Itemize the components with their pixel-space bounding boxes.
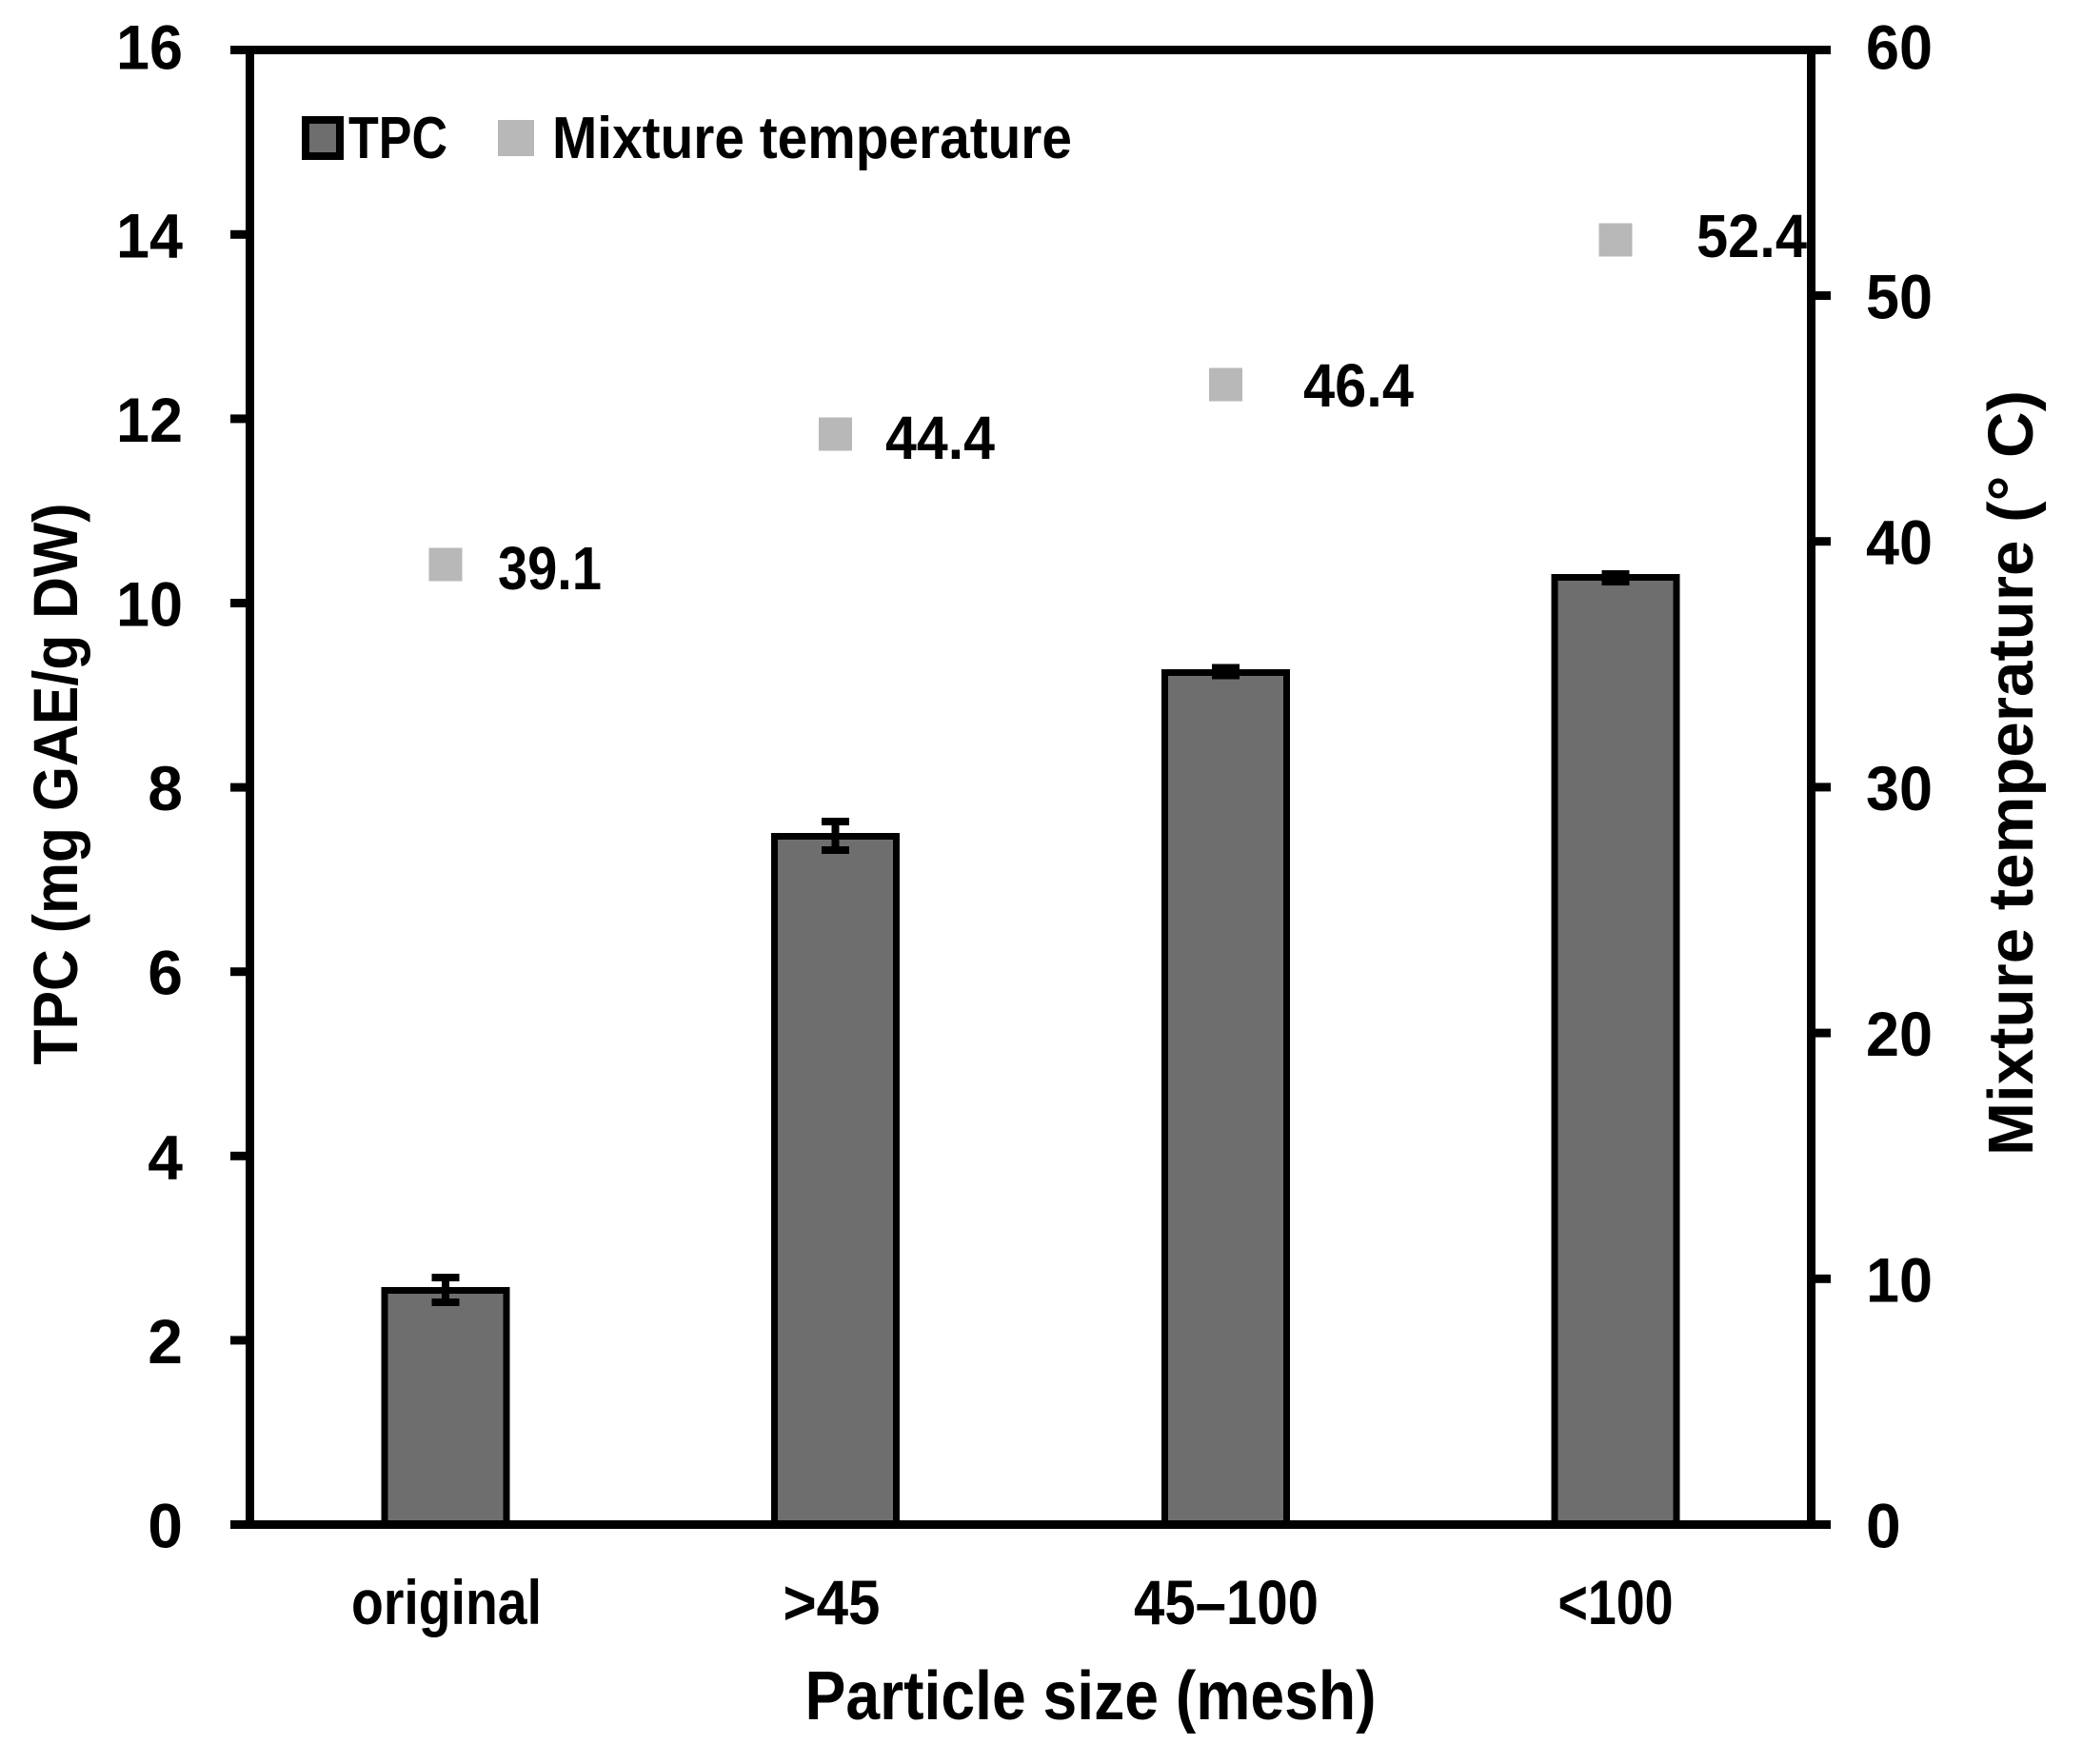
svg-text:39.1: 39.1: [498, 534, 602, 603]
svg-text:40: 40: [1866, 507, 1933, 578]
svg-text:44.4: 44.4: [885, 404, 995, 472]
svg-text:12: 12: [116, 385, 183, 455]
svg-text:45–100: 45–100: [1134, 1567, 1319, 1637]
svg-text:TPC (mg GAE/g DW): TPC (mg GAE/g DW): [20, 504, 90, 1065]
svg-text:Mixture temperature (° C): Mixture temperature (° C): [1975, 390, 2047, 1156]
svg-text:10: 10: [116, 569, 183, 640]
svg-text:60: 60: [1866, 12, 1933, 83]
svg-text:6: 6: [148, 938, 183, 1008]
svg-text:Mixture temperature: Mixture temperature: [552, 106, 1072, 171]
svg-text:8: 8: [148, 753, 183, 823]
svg-text:0: 0: [1866, 1491, 1901, 1561]
svg-text:30: 30: [1866, 753, 1933, 823]
svg-text:original: original: [351, 1567, 542, 1637]
svg-text:0: 0: [148, 1491, 183, 1561]
svg-text:10: 10: [1866, 1244, 1933, 1315]
svg-text:>45: >45: [784, 1567, 881, 1637]
svg-text:20: 20: [1866, 999, 1933, 1069]
svg-text:<100: <100: [1558, 1567, 1674, 1637]
svg-text:2: 2: [148, 1306, 183, 1377]
svg-text:52.4: 52.4: [1696, 202, 1807, 270]
svg-text:46.4: 46.4: [1303, 351, 1414, 420]
svg-text:14: 14: [116, 200, 183, 270]
svg-text:Particle size (mesh): Particle size (mesh): [805, 1658, 1377, 1734]
svg-text:50: 50: [1866, 262, 1933, 332]
svg-text:16: 16: [116, 12, 183, 83]
svg-text:TPC: TPC: [348, 106, 447, 171]
svg-text:4: 4: [148, 1121, 183, 1192]
